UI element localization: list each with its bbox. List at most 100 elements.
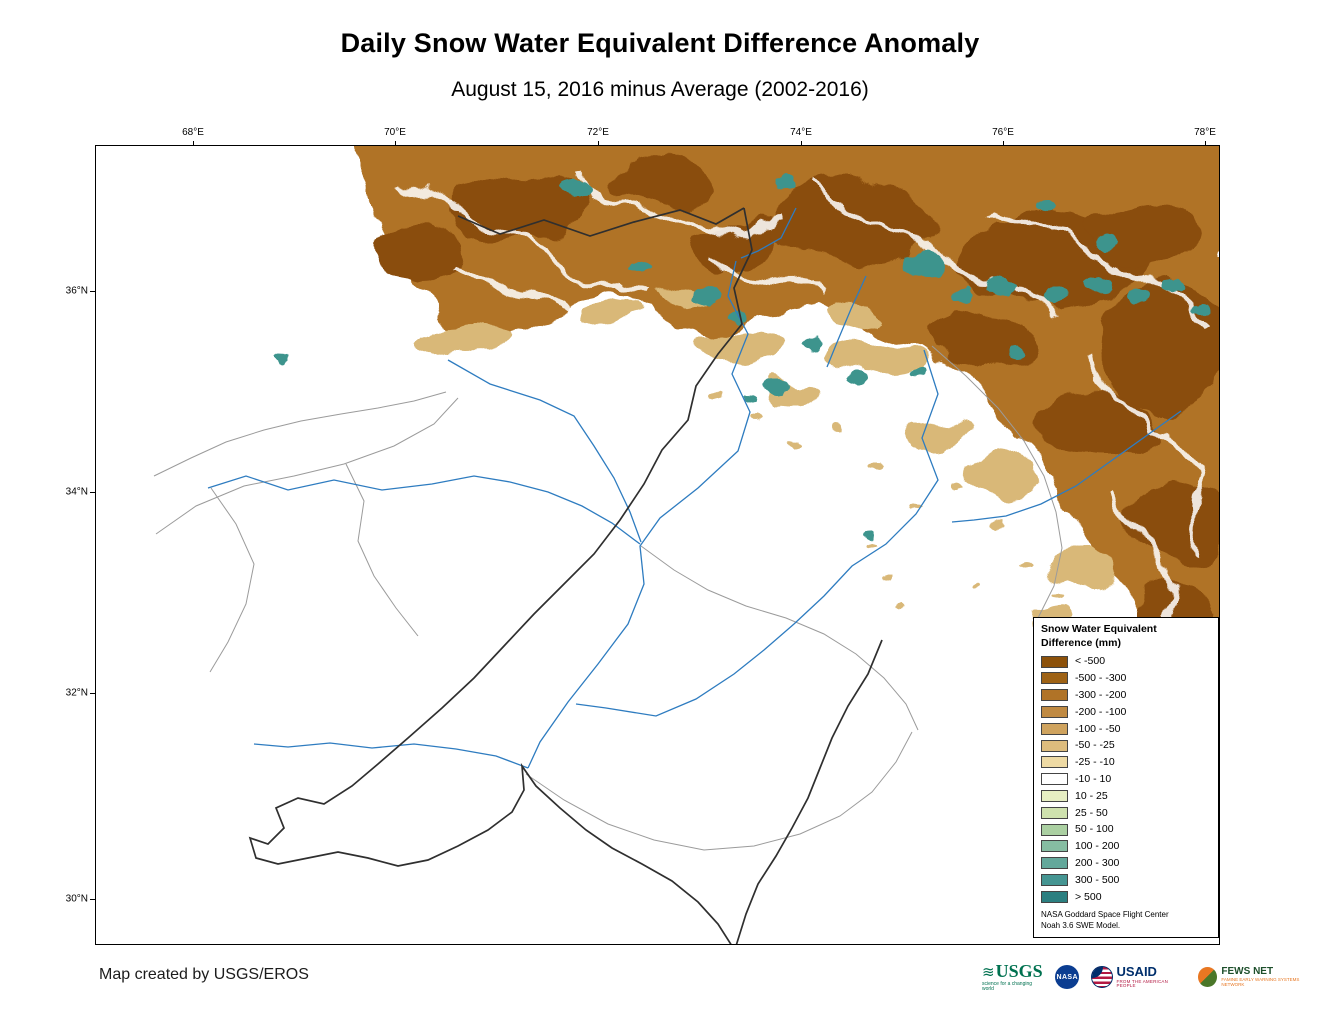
legend-item: 10 - 25 xyxy=(1041,788,1211,805)
legend-label: 50 - 100 xyxy=(1075,823,1114,836)
usgs-logo: ≋USGS science for a changing world xyxy=(982,962,1043,992)
top-tick-mark xyxy=(598,141,599,146)
legend-swatch xyxy=(1041,722,1068,735)
legend-label: 300 - 500 xyxy=(1075,873,1120,886)
legend-note-line1: NASA Goddard Space Flight Center xyxy=(1041,910,1169,920)
left-tick-mark xyxy=(90,291,96,292)
basin-boundary xyxy=(248,207,883,944)
top-tick-mark xyxy=(1205,141,1206,146)
top-tick-mark xyxy=(1003,141,1004,146)
map-frame: Snow Water Equivalent Difference (mm) < … xyxy=(66,127,1220,945)
top-tick-mark xyxy=(801,141,802,146)
legend-swatch xyxy=(1041,806,1068,819)
left-tick-label: 34°N xyxy=(65,486,88,498)
legend-item: 50 - 100 xyxy=(1041,821,1211,838)
usgs-tagline: science for a changing world xyxy=(982,981,1033,992)
left-tick-mark xyxy=(90,693,96,694)
legend-swatch xyxy=(1041,773,1068,786)
left-tick-label: 30°N xyxy=(65,893,88,905)
legend-label: -300 - -200 xyxy=(1075,689,1127,702)
legend-title-line1: Snow Water Equivalent xyxy=(1041,623,1157,635)
legend-item: 300 - 500 xyxy=(1041,872,1211,889)
usaid-tagline: FROM THE AMERICAN PEOPLE xyxy=(1116,978,1169,989)
legend-item: -100 - -50 xyxy=(1041,720,1211,737)
legend-swatch xyxy=(1041,689,1068,702)
legend-label: 25 - 50 xyxy=(1075,806,1108,819)
river-network xyxy=(207,207,1182,769)
legend-item: < -500 xyxy=(1041,653,1211,670)
top-tick-label: 68°E xyxy=(182,127,204,138)
fewsnet-logo: FEWS NET FAMINE EARLY WARNING SYSTEMS NE… xyxy=(1198,965,1320,988)
legend-swatch xyxy=(1041,672,1068,685)
usaid-seal-icon xyxy=(1091,966,1113,988)
legend-item: 25 - 50 xyxy=(1041,804,1211,821)
legend-swatch xyxy=(1041,890,1068,903)
footer-logos: ≋USGS science for a changing world NASA … xyxy=(982,958,1320,996)
left-tick-label: 32°N xyxy=(65,687,88,699)
legend-label: > 500 xyxy=(1075,890,1102,903)
legend-label: 10 - 25 xyxy=(1075,789,1108,802)
legend-title: Snow Water Equivalent Difference (mm) xyxy=(1041,623,1211,650)
top-tick-label: 72°E xyxy=(587,127,609,138)
legend-label: -500 - -300 xyxy=(1075,672,1127,685)
legend-swatch xyxy=(1041,790,1068,803)
legend-label: -10 - 10 xyxy=(1075,773,1112,785)
fewsnet-wordmark: FEWS NET xyxy=(1221,965,1274,977)
top-tick-mark xyxy=(193,141,194,146)
legend-item: 100 - 200 xyxy=(1041,838,1211,855)
legend-swatch xyxy=(1041,874,1068,887)
legend-swatch xyxy=(1041,756,1068,769)
legend-label: -200 - -100 xyxy=(1075,705,1127,718)
legend-swatch xyxy=(1041,655,1068,668)
legend-title-line2: Difference (mm) xyxy=(1041,636,1121,649)
usgs-wordmark: USGS xyxy=(995,961,1043,981)
legend-swatch xyxy=(1041,857,1068,870)
legend-item: -50 - -25 xyxy=(1041,737,1211,754)
top-tick-label: 74°E xyxy=(790,127,812,138)
nasa-logo: NASA xyxy=(1055,965,1080,989)
legend-label: 200 - 300 xyxy=(1075,856,1120,869)
legend-swatch xyxy=(1041,840,1068,853)
legend-item: -300 - -200 xyxy=(1041,687,1211,704)
left-tick-mark xyxy=(90,899,96,900)
left-tick-mark xyxy=(90,492,96,493)
map-clip xyxy=(96,146,1219,944)
legend: Snow Water Equivalent Difference (mm) < … xyxy=(1033,617,1219,938)
subbasin-boundaries xyxy=(153,345,1063,851)
legend-label: < -500 xyxy=(1075,655,1106,668)
fewsnet-tagline: FAMINE EARLY WARNING SYSTEMS NETWORK xyxy=(1221,977,1300,987)
usaid-wordmark: USAID xyxy=(1116,964,1157,980)
legend-swatch xyxy=(1041,823,1068,836)
fewsnet-globe-icon xyxy=(1198,967,1218,987)
left-tick-label: 36°N xyxy=(65,285,88,297)
nasa-meatball-icon: NASA xyxy=(1055,965,1080,989)
legend-item: -200 - -100 xyxy=(1041,704,1211,721)
usaid-logo: USAID FROM THE AMERICAN PEOPLE xyxy=(1091,965,1186,989)
legend-label: -100 - -50 xyxy=(1075,722,1121,735)
top-tick-label: 76°E xyxy=(992,127,1014,138)
legend-note: NASA Goddard Space Flight Center Noah 3.… xyxy=(1041,910,1211,932)
legend-item: > 500 xyxy=(1041,888,1211,905)
legend-swatch xyxy=(1041,739,1068,752)
page-subtitle: August 15, 2016 minus Average (2002-2016… xyxy=(451,78,869,101)
top-tick-mark xyxy=(395,141,396,146)
terrain-dark-cores xyxy=(373,157,1219,736)
usgs-wave-icon: ≋ xyxy=(982,964,995,981)
page-title: Daily Snow Water Equivalent Difference A… xyxy=(340,28,980,58)
terrain-negative-layer xyxy=(355,146,1219,784)
legend-label: -25 - -10 xyxy=(1075,756,1115,769)
legend-item: -25 - -10 xyxy=(1041,754,1211,771)
terrain-speckles xyxy=(708,392,1062,609)
legend-note-line2: Noah 3.6 SWE Model. xyxy=(1041,921,1121,931)
top-tick-label: 78°E xyxy=(1194,127,1216,138)
legend-items: < -500 -500 - -300 -300 - -200 -200 - -100 -… xyxy=(1041,653,1211,905)
legend-label: 100 - 200 xyxy=(1075,840,1120,853)
legend-label: -50 - -25 xyxy=(1075,739,1115,752)
map-credit: Map created by USGS/EROS xyxy=(99,966,309,983)
terrain-fringe xyxy=(434,286,1216,784)
terrain-positive-layer xyxy=(275,178,1211,540)
legend-swatch xyxy=(1041,706,1068,719)
map-canvas xyxy=(153,146,1219,944)
legend-item: 200 - 300 xyxy=(1041,855,1211,872)
legend-item: -500 - -300 xyxy=(1041,670,1211,687)
